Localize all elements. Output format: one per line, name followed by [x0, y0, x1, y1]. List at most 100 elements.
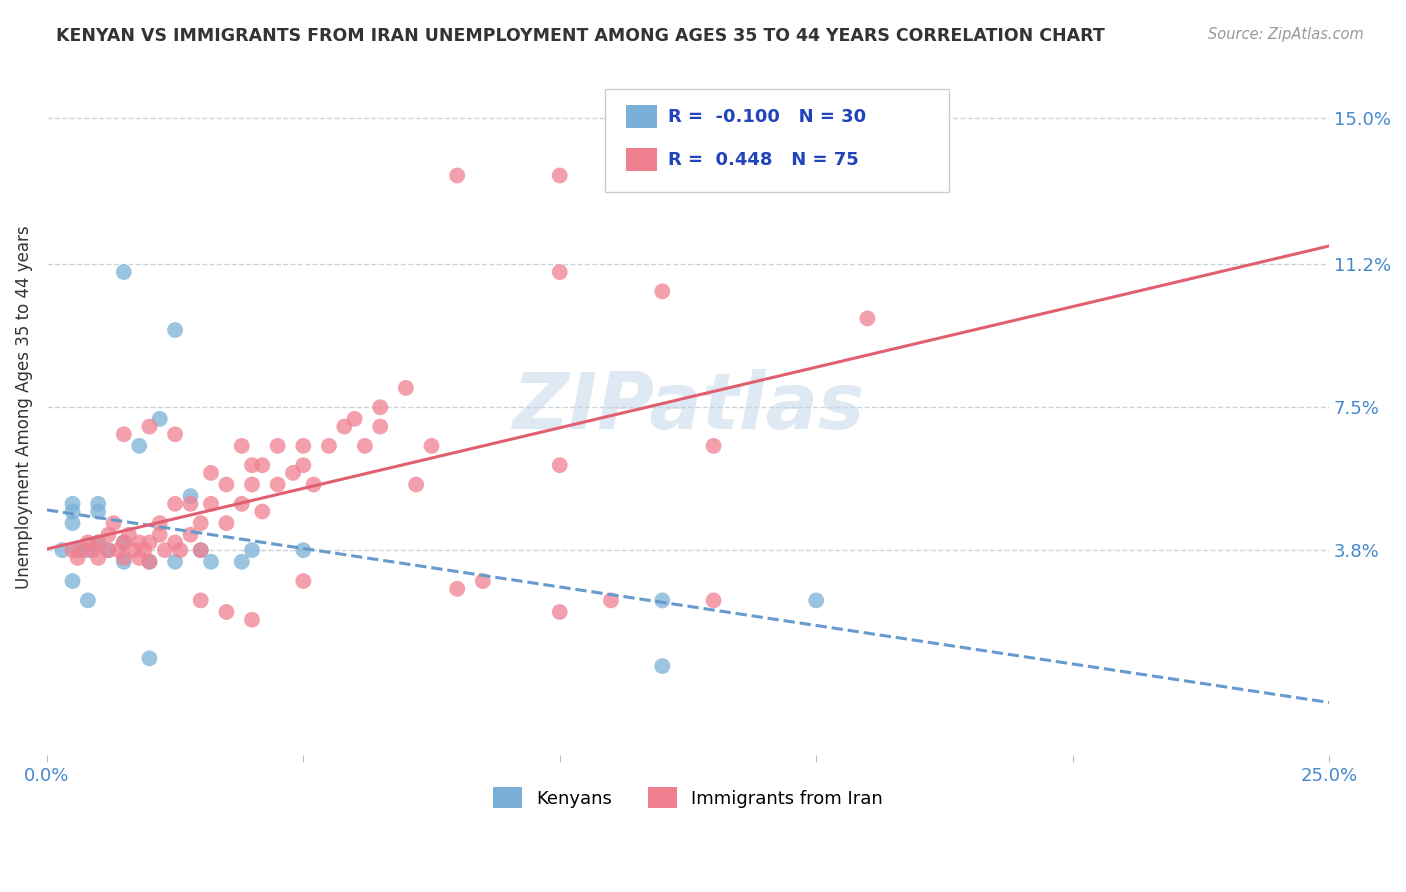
Point	[66, 550, 89, 565]
Point	[149, 412, 172, 426]
Point	[112, 535, 135, 549]
Point	[446, 169, 468, 183]
Point	[112, 555, 135, 569]
Point	[548, 458, 571, 473]
Point	[252, 458, 274, 473]
Point	[97, 527, 120, 541]
Point	[128, 550, 150, 565]
Point	[240, 458, 263, 473]
Point	[165, 323, 187, 337]
Point	[804, 593, 827, 607]
Point	[215, 477, 238, 491]
Point	[153, 543, 176, 558]
Point	[165, 497, 187, 511]
Point	[231, 497, 253, 511]
Point	[179, 497, 201, 511]
Point	[190, 543, 212, 558]
Point	[240, 613, 263, 627]
Point	[138, 419, 160, 434]
Point	[281, 466, 304, 480]
Point	[149, 527, 172, 541]
Point	[651, 593, 673, 607]
Point	[77, 543, 100, 558]
Point	[118, 527, 141, 541]
Point	[122, 543, 145, 558]
Point	[190, 516, 212, 530]
Point	[107, 543, 129, 558]
Point	[200, 555, 222, 569]
Point	[103, 516, 125, 530]
Point	[51, 543, 73, 558]
Point	[266, 439, 288, 453]
Point	[395, 381, 418, 395]
Point	[87, 504, 110, 518]
Point	[292, 458, 315, 473]
Point	[165, 555, 187, 569]
Point	[471, 574, 494, 588]
Point	[252, 504, 274, 518]
Point	[138, 555, 160, 569]
Point	[165, 427, 187, 442]
Point	[420, 439, 443, 453]
Text: ZIPatlas: ZIPatlas	[512, 369, 865, 445]
Point	[62, 504, 84, 518]
Point	[169, 543, 191, 558]
Point	[165, 535, 187, 549]
Point	[703, 593, 725, 607]
Point	[368, 419, 391, 434]
Point	[138, 555, 160, 569]
Point	[66, 543, 89, 558]
Point	[112, 265, 135, 279]
Point	[651, 285, 673, 299]
Legend: Kenyans, Immigrants from Iran: Kenyans, Immigrants from Iran	[485, 780, 890, 815]
Point	[87, 535, 110, 549]
Point	[128, 535, 150, 549]
Point	[548, 605, 571, 619]
Text: R =  0.448   N = 75: R = 0.448 N = 75	[668, 151, 859, 169]
Point	[333, 419, 356, 434]
Point	[77, 535, 100, 549]
Point	[190, 593, 212, 607]
Point	[128, 439, 150, 453]
Point	[77, 593, 100, 607]
Point	[240, 543, 263, 558]
Point	[856, 311, 879, 326]
Point	[190, 543, 212, 558]
Point	[72, 543, 94, 558]
Point	[200, 466, 222, 480]
Point	[266, 477, 288, 491]
Point	[97, 543, 120, 558]
Point	[446, 582, 468, 596]
Point	[62, 497, 84, 511]
Point	[138, 535, 160, 549]
Point	[292, 439, 315, 453]
Point	[292, 543, 315, 558]
Point	[112, 427, 135, 442]
Point	[62, 574, 84, 588]
Point	[87, 550, 110, 565]
Point	[231, 439, 253, 453]
Point	[405, 477, 427, 491]
Point	[97, 543, 120, 558]
Point	[703, 439, 725, 453]
Point	[231, 555, 253, 569]
Point	[302, 477, 325, 491]
Point	[149, 516, 172, 530]
Point	[651, 659, 673, 673]
Point	[548, 265, 571, 279]
Point	[138, 651, 160, 665]
Point	[548, 169, 571, 183]
Point	[240, 477, 263, 491]
Point	[87, 497, 110, 511]
Point	[318, 439, 340, 453]
Text: R =  -0.100   N = 30: R = -0.100 N = 30	[668, 108, 866, 126]
Point	[62, 543, 84, 558]
Point	[82, 543, 104, 558]
Text: KENYAN VS IMMIGRANTS FROM IRAN UNEMPLOYMENT AMONG AGES 35 TO 44 YEARS CORRELATIO: KENYAN VS IMMIGRANTS FROM IRAN UNEMPLOYM…	[56, 27, 1105, 45]
Point	[200, 497, 222, 511]
Point	[112, 535, 135, 549]
Point	[600, 593, 623, 607]
Point	[215, 516, 238, 530]
Point	[112, 550, 135, 565]
Point	[179, 527, 201, 541]
